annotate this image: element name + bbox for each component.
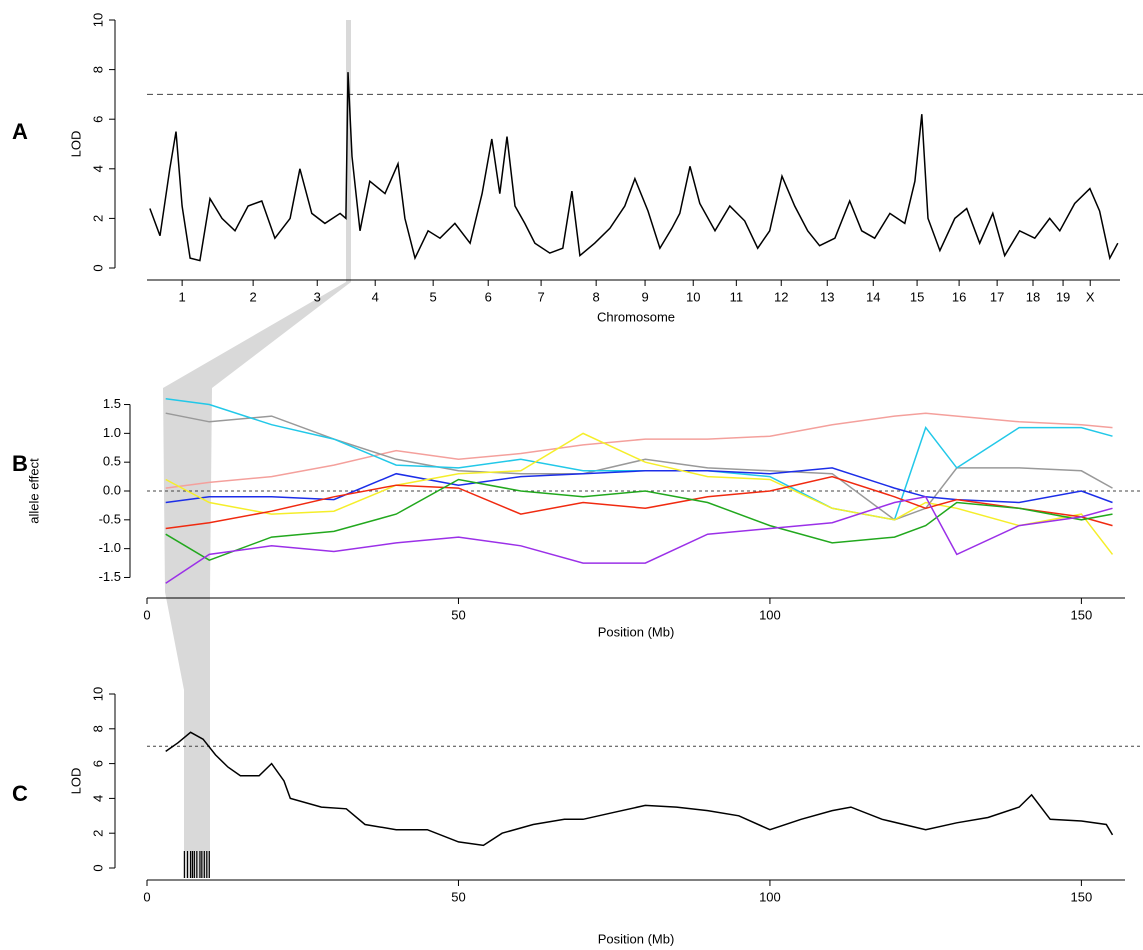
x-tick-label: 18 — [1026, 289, 1040, 304]
data-line — [165, 412, 1113, 489]
zoom-highlight — [163, 20, 351, 878]
y-tick-label: 0 — [90, 264, 105, 271]
x-axis-label: Position (Mb) — [598, 624, 675, 639]
y-axis-label: LOD — [68, 131, 83, 158]
x-tick-label: 10 — [686, 289, 700, 304]
x-tick-label: X — [1086, 289, 1095, 304]
x-axis-label: Chromosome — [597, 309, 675, 324]
x-axis-label: Position (Mb) — [598, 931, 675, 946]
y-tick-label: -1.0 — [99, 540, 121, 555]
x-tick-label: 100 — [759, 607, 781, 622]
x-tick-label: 17 — [990, 289, 1004, 304]
x-tick-label: 13 — [820, 289, 834, 304]
y-tick-label: 1.5 — [103, 396, 121, 411]
y-tick-label: 0.5 — [103, 454, 121, 469]
y-axis-label: LOD — [68, 768, 83, 795]
y-tick-label: 10 — [90, 13, 105, 27]
data-line — [165, 495, 1113, 584]
x-tick-label: 4 — [372, 289, 379, 304]
x-tick-label: 0 — [143, 889, 150, 904]
x-tick-label: 150 — [1071, 889, 1093, 904]
panel-letter: B — [12, 451, 28, 476]
x-tick-label: 19 — [1056, 289, 1070, 304]
x-tick-label: 12 — [774, 289, 788, 304]
x-tick-label: 150 — [1071, 607, 1093, 622]
y-tick-label: 6 — [90, 116, 105, 123]
data-line — [165, 731, 1114, 847]
x-tick-label: 5 — [430, 289, 437, 304]
data-line — [165, 432, 1114, 555]
x-tick-label: 1 — [179, 289, 186, 304]
x-tick-label: 0 — [143, 607, 150, 622]
x-tick-label: 9 — [641, 289, 648, 304]
panel-letter: C — [12, 781, 28, 806]
x-tick-label: 11 — [730, 289, 744, 304]
x-tick-label: 8 — [593, 289, 600, 304]
y-tick-label: -0.5 — [99, 511, 121, 526]
x-tick-label: 6 — [485, 289, 492, 304]
x-tick-label: 100 — [759, 889, 781, 904]
y-tick-label: 4 — [90, 165, 105, 172]
y-tick-label: 10 — [90, 687, 105, 701]
y-axis-label: allele effect — [26, 458, 41, 524]
panel-letter: A — [12, 119, 28, 144]
x-tick-label: 16 — [952, 289, 966, 304]
x-tick-label: 50 — [451, 889, 465, 904]
data-line — [149, 72, 1119, 262]
data-line — [165, 412, 1113, 521]
x-tick-label: 2 — [250, 289, 257, 304]
y-tick-label: 8 — [90, 66, 105, 73]
y-tick-label: 0 — [90, 864, 105, 871]
x-tick-label: 50 — [451, 607, 465, 622]
y-tick-label: 2 — [90, 830, 105, 837]
y-tick-label: -1.5 — [99, 569, 121, 584]
y-tick-label: 0.0 — [103, 482, 121, 497]
y-tick-label: 6 — [90, 760, 105, 767]
y-tick-label: 4 — [90, 795, 105, 802]
data-line — [165, 475, 1113, 530]
data-line — [165, 467, 1113, 504]
x-tick-label: 3 — [314, 289, 321, 304]
y-tick-label: 8 — [90, 725, 105, 732]
y-tick-label: 1.0 — [103, 425, 121, 440]
x-tick-label: 7 — [537, 289, 544, 304]
x-tick-label: 14 — [866, 289, 880, 304]
data-line — [165, 478, 1113, 562]
y-tick-label: 2 — [90, 215, 105, 222]
x-tick-label: 15 — [910, 289, 924, 304]
